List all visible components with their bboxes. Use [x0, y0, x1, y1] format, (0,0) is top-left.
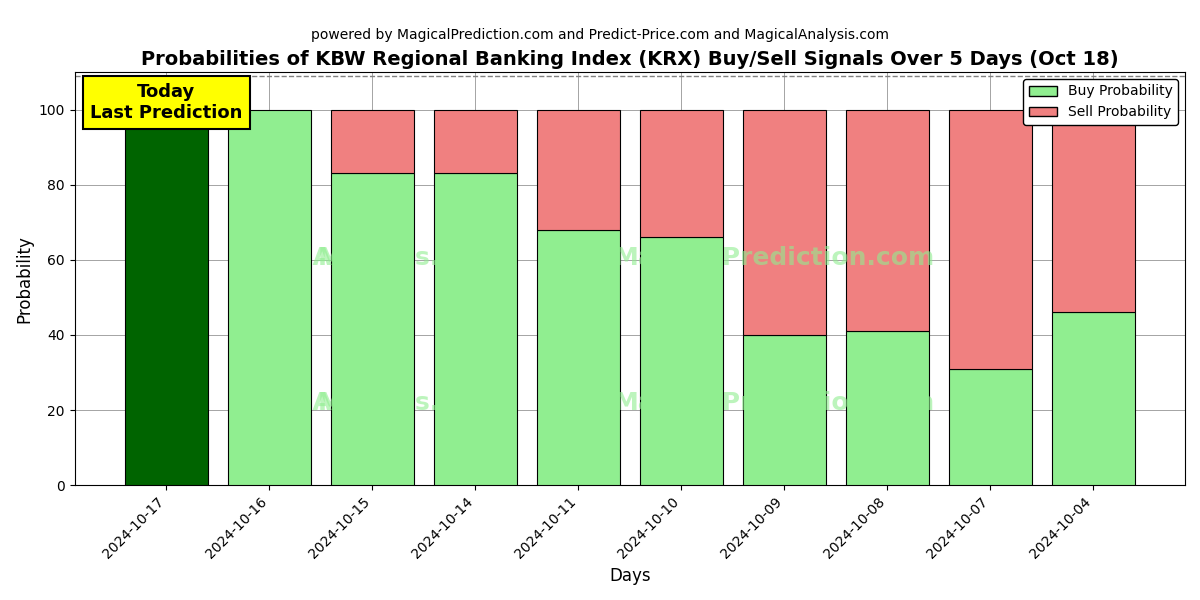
Bar — [949, 110, 1032, 369]
Bar — [1052, 313, 1134, 485]
X-axis label: Days: Days — [610, 567, 650, 585]
Bar — [434, 110, 516, 173]
Bar — [846, 331, 929, 485]
Bar — [434, 173, 516, 485]
Bar — [640, 110, 722, 237]
Title: Probabilities of KBW Regional Banking Index (KRX) Buy/Sell Signals Over 5 Days (: Probabilities of KBW Regional Banking In… — [142, 50, 1118, 69]
Text: powered by MagicalPrediction.com and Predict-Price.com and MagicalAnalysis.com: powered by MagicalPrediction.com and Pre… — [311, 28, 889, 42]
Text: Magi: Magi — [317, 391, 385, 415]
Text: MagicalPrediction.com: MagicalPrediction.com — [613, 391, 935, 415]
Y-axis label: Probability: Probability — [16, 235, 34, 323]
Text: Magi: Magi — [317, 246, 385, 270]
Text: calAnalysis.com: calAnalysis.com — [272, 391, 498, 415]
Bar — [1052, 110, 1134, 313]
Bar — [743, 110, 826, 335]
Bar — [743, 335, 826, 485]
Legend: Buy Probability, Sell Probability: Buy Probability, Sell Probability — [1024, 79, 1178, 125]
Bar — [640, 237, 722, 485]
Text: Today
Last Prediction: Today Last Prediction — [90, 83, 242, 122]
Bar — [228, 110, 311, 485]
Bar — [949, 369, 1032, 485]
Bar — [331, 110, 414, 173]
Bar — [846, 110, 929, 331]
Text: calAnalysis.com: calAnalysis.com — [272, 246, 498, 270]
Text: MagicalPrediction.com: MagicalPrediction.com — [613, 246, 935, 270]
Bar — [125, 110, 208, 485]
Bar — [538, 110, 619, 230]
Bar — [331, 173, 414, 485]
Bar — [538, 230, 619, 485]
